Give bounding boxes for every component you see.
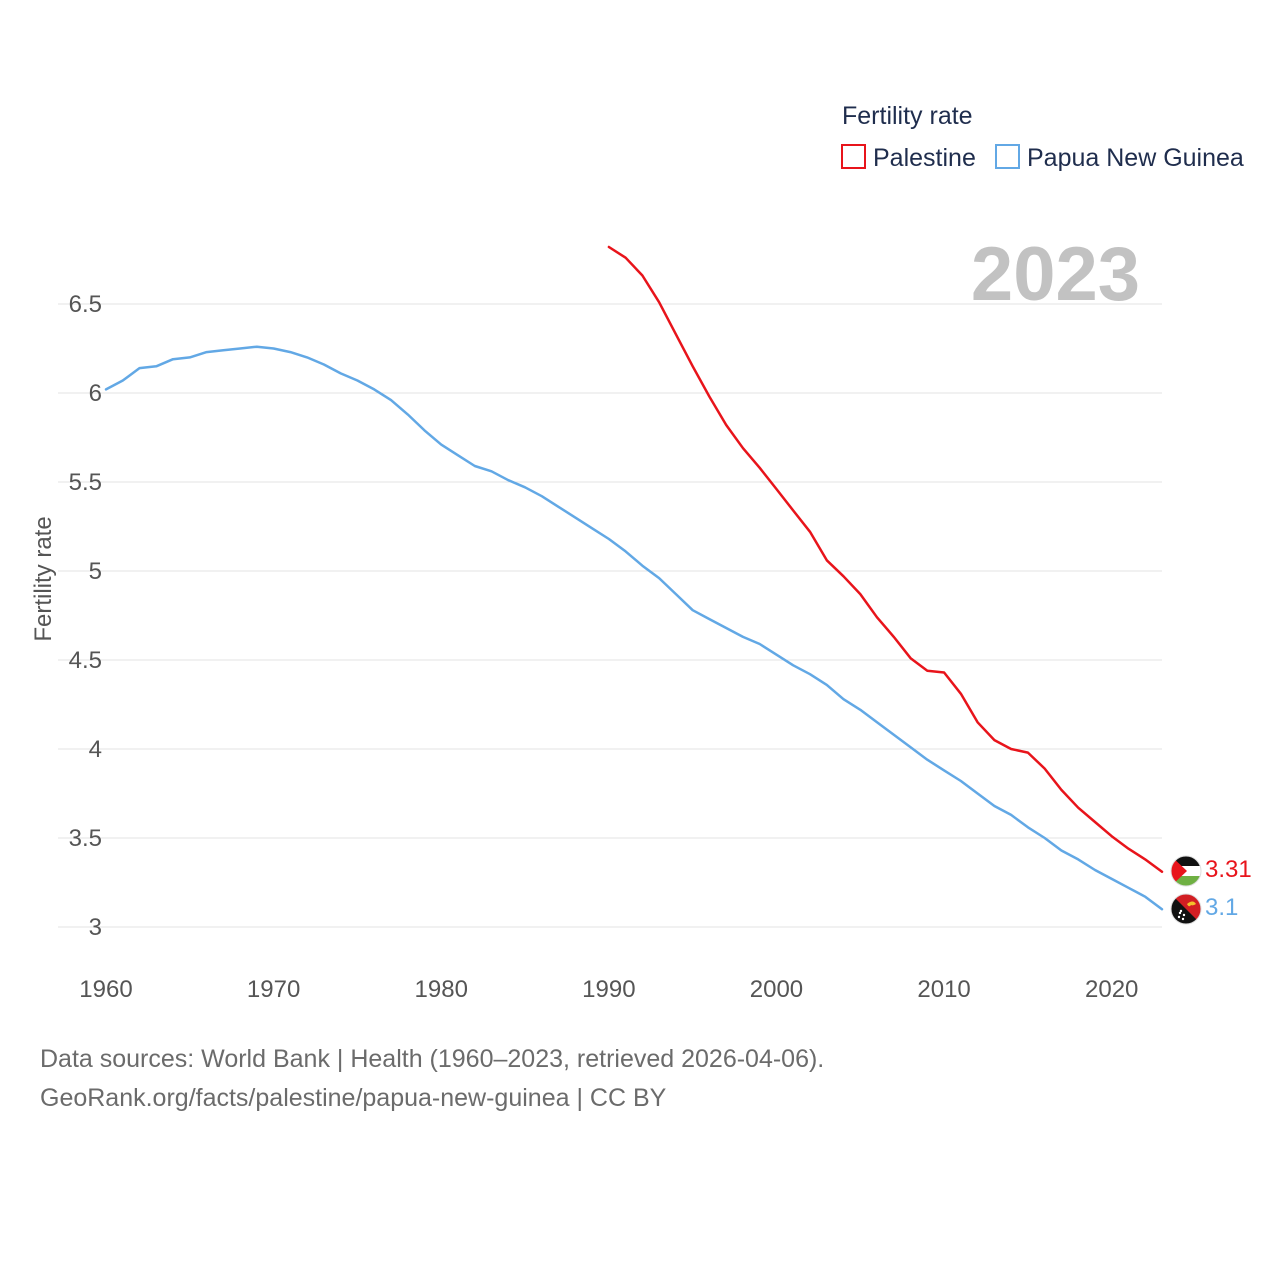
- y-tick-label: 6.5: [69, 291, 102, 318]
- y-tick-label: 3: [89, 914, 102, 941]
- y-axis-ticks: 3 3.5 4 4.5 5 5.5 6 6.5: [69, 291, 102, 941]
- legend-item-papua-new-guinea[interactable]: Papua New Guinea: [995, 144, 1244, 172]
- y-tick-label: 3.5: [69, 825, 102, 852]
- legend-label-palestine: Palestine: [873, 144, 976, 172]
- x-tick-label: 1960: [79, 976, 132, 1003]
- legend: Fertility rate Palestine Papua New Guine…: [841, 102, 1244, 172]
- y-tick-label: 5: [89, 558, 102, 585]
- gridlines: [58, 303, 1162, 928]
- x-tick-label: 1980: [415, 976, 468, 1003]
- legend-item-palestine[interactable]: Palestine: [841, 144, 976, 172]
- year-watermark: 2023: [971, 232, 1140, 317]
- y-tick-label: 6: [89, 380, 102, 407]
- series-line-papua-new-guinea[interactable]: [104, 345, 1164, 911]
- x-tick-label: 1990: [582, 976, 635, 1003]
- flag-palestine-icon: [1171, 856, 1201, 886]
- flag-border: [1170, 855, 1202, 887]
- legend-swatch-papua-new-guinea: [995, 144, 1020, 169]
- x-tick-label: 1970: [247, 976, 300, 1003]
- end-value-label-palestine: 3.31: [1205, 856, 1252, 883]
- end-value-label-papua-new-guinea: 3.1: [1205, 894, 1238, 921]
- x-tick-label: 2000: [750, 976, 803, 1003]
- legend-label-papua-new-guinea: Papua New Guinea: [1027, 144, 1244, 172]
- legend-title: Fertility rate: [842, 102, 973, 130]
- series-lines: [104, 245, 1164, 911]
- y-axis-title: Fertility rate: [30, 516, 57, 641]
- x-tick-label: 2020: [1085, 976, 1138, 1003]
- footer-sources: Data sources: World Bank | Health (1960–…: [40, 1045, 825, 1073]
- flag-papua-new-guinea-icon: [1171, 894, 1201, 924]
- series-line-palestine[interactable]: [607, 245, 1164, 874]
- series-end-markers: 3.31 3.1: [1170, 855, 1252, 925]
- y-tick-label: 4: [89, 736, 102, 763]
- legend-swatch-palestine: [841, 144, 866, 169]
- x-axis-ticks: 1960 1970 1980 1990 2000 2010 2020: [79, 976, 1138, 1003]
- footer-url[interactable]: GeoRank.org/facts/palestine/papua-new-gu…: [40, 1084, 667, 1112]
- x-tick-label: 2010: [917, 976, 970, 1003]
- flag-border: [1170, 893, 1202, 925]
- y-tick-label: 5.5: [69, 469, 102, 496]
- y-tick-label: 4.5: [69, 647, 102, 674]
